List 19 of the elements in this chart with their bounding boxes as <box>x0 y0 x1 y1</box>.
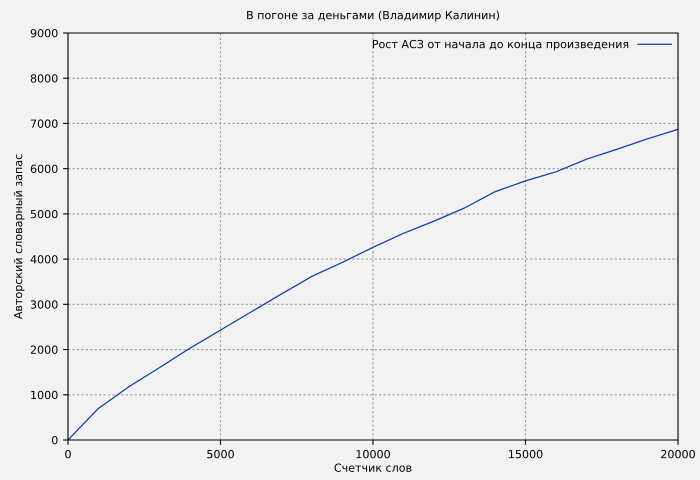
legend-label: Рост АСЗ от начала до конца произведения <box>372 40 628 50</box>
y-tick-label: 7000 <box>30 119 58 128</box>
x-tick-label: 10000 <box>356 450 390 458</box>
y-tick-label: 5000 <box>30 210 58 218</box>
x-tick-label: 0 <box>65 450 71 458</box>
y-tick-label: 2000 <box>30 346 58 354</box>
x-axis-title: Счетчик слов <box>334 463 412 472</box>
y-tick-label: 9000 <box>30 28 58 38</box>
y-tick-label: 3000 <box>30 300 58 309</box>
y-axis-title: Авторский словарный запас <box>14 154 24 320</box>
x-tick-label: 20000 <box>661 450 695 458</box>
y-tick-label: 1000 <box>31 390 58 400</box>
y-tick-label: 0 <box>52 436 58 444</box>
chart-title: В погоне за деньгами (Владимир Калинин) <box>247 10 499 22</box>
y-tick-label: 8000 <box>30 74 58 83</box>
x-tick-label: 15000 <box>509 450 542 458</box>
y-tick-label: 4000 <box>30 255 58 264</box>
x-tick-label: 5000 <box>207 450 234 458</box>
y-tick-label: 6000 <box>30 164 58 174</box>
